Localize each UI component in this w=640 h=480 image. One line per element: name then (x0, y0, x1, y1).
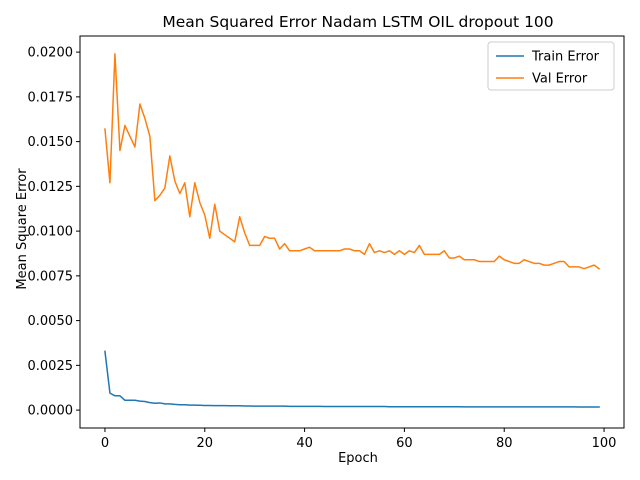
x-tick-label: 40 (296, 436, 313, 451)
y-tick-label: 0.0200 (28, 46, 74, 61)
x-tick-label: 80 (496, 436, 513, 451)
series-line-train-error (104, 350, 600, 408)
x-tick-label: 60 (396, 436, 413, 451)
axes: 0 20 40 60 80 100 0.0000 0.0025 0.0050 0.0075 0.01… (28, 35, 625, 451)
legend-label-val-error: Val Error (532, 72, 588, 87)
legend: Train Error Val Error (487, 41, 615, 91)
x-tick-label: 100 (592, 436, 617, 451)
y-tick-label: 0.0175 (28, 90, 74, 105)
legend-label-train-error: Train Error (531, 50, 600, 65)
y-tick-label: 0.0125 (28, 180, 74, 195)
y-axis-title: Mean Square Error (15, 168, 30, 290)
axes-frame (79, 35, 625, 429)
y-tick-label: 0.0050 (28, 314, 74, 329)
series-line-val-error (104, 53, 601, 270)
plot-area (104, 53, 601, 408)
chart-title: Mean Squared Error Nadam LSTM OIL dropou… (162, 13, 553, 31)
x-tick-label: 0 (101, 436, 109, 451)
y-tick-label: 0.0150 (28, 135, 74, 150)
x-tick-label: 20 (196, 436, 213, 451)
y-tick-label: 0.0025 (28, 359, 74, 374)
y-tick-label: 0.0075 (28, 269, 74, 284)
y-tick-label: 0.0000 (28, 404, 74, 419)
y-tick-label: 0.0100 (28, 225, 74, 240)
x-axis-title: Epoch (338, 451, 378, 466)
